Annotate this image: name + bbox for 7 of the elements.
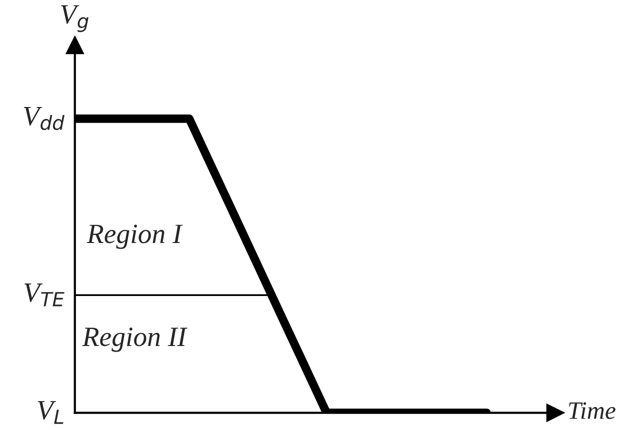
text: V$_{L}$ — [38, 401, 64, 424]
y-axis-title: V$_{g}$ — [61, 5, 88, 32]
ref-line-label: V$_{TE}$ — [24, 284, 64, 306]
annotation: Region II — [82, 328, 188, 352]
x-axis-title: Time — [569, 402, 616, 420]
annotation: Region I — [86, 224, 183, 249]
annotation: V$_{dd}$ — [24, 107, 64, 130]
